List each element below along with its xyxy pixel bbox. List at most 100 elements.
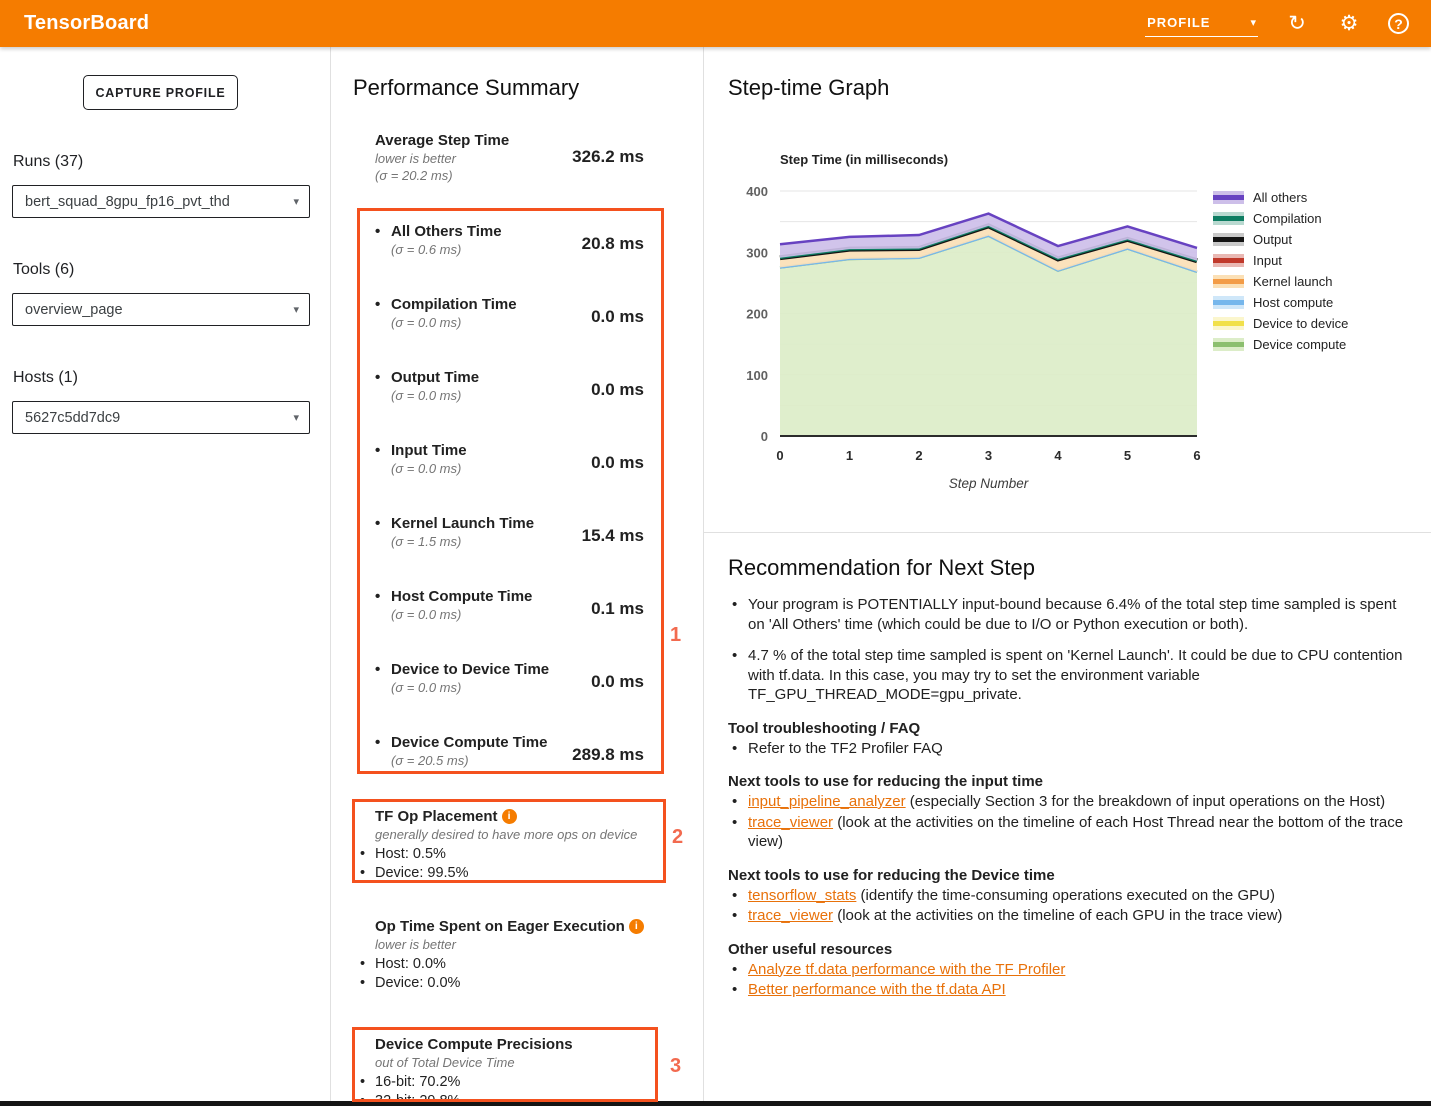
performance-summary-title: Performance Summary (353, 75, 579, 101)
legend-swatch-device-to-device (1213, 317, 1244, 330)
dashboard-select[interactable]: PROFILE ▾ (1145, 11, 1258, 37)
legend-item: Output (1213, 229, 1348, 250)
legend-item: All others (1213, 187, 1348, 208)
section-items: Host: 0.0% Device: 0.0% (375, 955, 675, 993)
list-item: Analyze tf.data performance with the TF … (748, 960, 1405, 980)
trace-viewer-link[interactable]: trace_viewer (748, 907, 833, 924)
list-item: Device: 0.0% (375, 974, 675, 993)
metric-note: lower is better (375, 150, 509, 167)
legend-item: Device to device (1213, 313, 1348, 334)
annotation-box-3 (352, 1027, 658, 1102)
list-item: Refer to the TF2 Profiler FAQ (748, 739, 1405, 759)
legend-item: Device compute (1213, 334, 1348, 355)
eager-execution: Op Time Spent on Eager Execution i lower … (375, 917, 675, 993)
main-layout: CAPTURE PROFILE Runs (37) bert_squad_8gp… (0, 47, 1431, 1106)
svg-text:3: 3 (985, 448, 992, 463)
legend-label: Kernel launch (1253, 274, 1333, 289)
analyze-tfdata-performance-link[interactable]: Analyze tf.data performance with the TF … (748, 961, 1065, 978)
recommendation-bullet: Your program is POTENTIALLY input-bound … (748, 595, 1405, 634)
list-item: tensorflow_stats (identify the time-cons… (748, 886, 1405, 906)
input-pipeline-analyzer-link[interactable]: input_pipeline_analyzer (748, 793, 906, 810)
svg-text:0: 0 (761, 429, 768, 444)
header-actions: PROFILE ▾ ↻ ⚙ ? (1145, 11, 1409, 37)
hosts-select[interactable]: 5627c5dd7dc9 ▾ (12, 401, 310, 434)
section-title-text: Op Time Spent on Eager Execution (375, 918, 625, 935)
metric-sigma: (σ = 20.2 ms) (375, 167, 509, 184)
legend-label: Compilation (1253, 211, 1322, 226)
app-title: TensorBoard (24, 12, 149, 35)
legend-swatch-kernel-launch (1213, 275, 1244, 288)
legend-label: Input (1253, 253, 1282, 268)
svg-text:1: 1 (846, 448, 853, 463)
legend-item: Compilation (1213, 208, 1348, 229)
rec-section-items: Analyze tf.data performance with the TF … (748, 960, 1405, 1000)
annotation-box-2 (352, 799, 666, 883)
chevron-down-icon: ▾ (293, 411, 299, 424)
legend-item: Kernel launch (1213, 271, 1348, 292)
rec-section-heading: Next tools to use for reducing the Devic… (728, 867, 1405, 884)
rec-section-items: Refer to the TF2 Profiler FAQ (748, 739, 1405, 759)
hosts-label: Hosts (1) (13, 369, 78, 387)
legend-swatch-all-others (1213, 191, 1244, 204)
svg-text:4: 4 (1054, 448, 1062, 463)
legend-label: Output (1253, 232, 1292, 247)
rec-section-heading: Tool troubleshooting / FAQ (728, 720, 1405, 737)
recommendation-title: Recommendation for Next Step (728, 555, 1405, 581)
list-item: input_pipeline_analyzer (especially Sect… (748, 792, 1405, 812)
annotation-box-1 (357, 208, 664, 774)
svg-text:5: 5 (1124, 448, 1131, 463)
tools-select-value: overview_page (25, 302, 123, 318)
svg-text:Step Number: Step Number (949, 476, 1029, 491)
svg-text:0: 0 (776, 448, 783, 463)
legend-swatch-compilation (1213, 212, 1244, 225)
item-text: (especially Section 3 for the breakdown … (906, 793, 1385, 810)
runs-select-value: bert_squad_8gpu_fp16_pvt_thd (25, 194, 230, 210)
tools-select[interactable]: overview_page ▾ (12, 293, 310, 326)
list-item: Host: 0.0% (375, 955, 675, 974)
better-performance-tfdata-link[interactable]: Better performance with the tf.data API (748, 981, 1006, 998)
runs-label: Runs (37) (13, 153, 83, 171)
trace-viewer-link[interactable]: trace_viewer (748, 814, 833, 831)
legend-label: Device to device (1253, 316, 1348, 331)
legend-label: All others (1253, 190, 1307, 205)
svg-text:300: 300 (746, 245, 768, 260)
item-text: Refer to the TF2 Profiler FAQ (748, 740, 943, 757)
capture-profile-button[interactable]: CAPTURE PROFILE (83, 75, 238, 110)
recommendation-bullets: Your program is POTENTIALLY input-bound … (748, 595, 1405, 705)
refresh-icon[interactable]: ↻ (1284, 11, 1310, 37)
step-time-chart: 01002003004000123456Step Number (704, 177, 1244, 497)
legend-swatch-device-compute (1213, 338, 1244, 351)
tools-label: Tools (6) (13, 261, 74, 279)
gear-icon[interactable]: ⚙ (1336, 11, 1362, 37)
item-text: (look at the activities on the timeline … (748, 814, 1403, 851)
step-time-graph-title: Step-time Graph (728, 75, 889, 101)
section-note: lower is better (375, 936, 675, 954)
rec-section-device-time: Next tools to use for reducing the Devic… (728, 867, 1405, 926)
svg-text:6: 6 (1193, 448, 1200, 463)
annotation-number-1: 1 (670, 624, 681, 647)
rec-section-items: tensorflow_stats (identify the time-cons… (748, 886, 1405, 926)
average-step-time: Average Step Time lower is better (σ = 2… (375, 131, 509, 184)
rec-section-heading: Other useful resources (728, 941, 1405, 958)
metric-label: Average Step Time (375, 131, 509, 150)
chevron-down-icon: ▾ (293, 195, 299, 208)
tensorboard-app: TensorBoard PROFILE ▾ ↻ ⚙ ? CAPTURE PROF… (0, 0, 1431, 1106)
annotation-number-2: 2 (672, 826, 683, 849)
legend-swatch-input (1213, 254, 1244, 267)
chart-legend: All others Compilation Output Input Kern… (1213, 187, 1348, 355)
right-pane: Step-time Graph Step Time (in millisecon… (704, 47, 1431, 1106)
svg-text:100: 100 (746, 368, 768, 383)
recommendation-bullet: 4.7 % of the total step time sampled is … (748, 646, 1405, 705)
hosts-select-value: 5627c5dd7dc9 (25, 410, 120, 426)
svg-text:2: 2 (915, 448, 922, 463)
help-icon[interactable]: ? (1388, 13, 1409, 34)
tensorflow-stats-link[interactable]: tensorflow_stats (748, 887, 856, 904)
chevron-down-icon: ▾ (293, 303, 299, 316)
section-title: Op Time Spent on Eager Execution i (375, 917, 675, 936)
svg-text:400: 400 (746, 184, 768, 199)
annotation-number-3: 3 (670, 1055, 681, 1078)
runs-select[interactable]: bert_squad_8gpu_fp16_pvt_thd ▾ (12, 185, 310, 218)
info-icon[interactable]: i (629, 919, 644, 934)
item-text: (look at the activities on the timeline … (833, 907, 1282, 924)
average-step-time-value: 326.2 ms (572, 147, 644, 167)
